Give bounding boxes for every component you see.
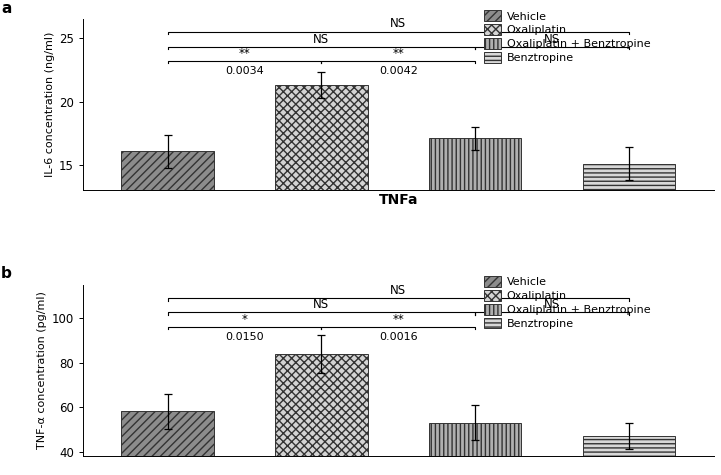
Text: **: ** <box>392 47 404 59</box>
Text: 0.0034: 0.0034 <box>225 66 264 76</box>
Text: 0.0150: 0.0150 <box>225 332 264 342</box>
Y-axis label: IL-6 concentration (ng/ml): IL-6 concentration (ng/ml) <box>45 32 55 177</box>
Legend: Vehicle, Oxaliplatin, Oxaliplatin + Benztropine, Benztropine: Vehicle, Oxaliplatin, Oxaliplatin + Benz… <box>484 276 650 329</box>
Text: NS: NS <box>544 33 560 46</box>
Legend: Vehicle, Oxaliplatin, Oxaliplatin + Benztropine, Benztropine: Vehicle, Oxaliplatin, Oxaliplatin + Benz… <box>484 10 650 63</box>
Text: NS: NS <box>314 33 329 46</box>
Text: *: * <box>242 313 247 325</box>
Text: NS: NS <box>314 298 329 311</box>
Text: a: a <box>1 0 12 16</box>
Text: NS: NS <box>544 298 560 311</box>
Bar <box>583 436 676 475</box>
Text: 0.0016: 0.0016 <box>379 332 417 342</box>
Bar <box>275 85 368 355</box>
Text: NS: NS <box>390 17 407 30</box>
Bar <box>583 164 676 355</box>
Text: NS: NS <box>390 284 407 296</box>
Bar <box>275 353 368 475</box>
Bar <box>429 138 521 355</box>
Text: b: b <box>1 266 12 281</box>
Bar <box>121 151 213 355</box>
Title: TNFa: TNFa <box>379 193 418 207</box>
Text: **: ** <box>239 47 250 59</box>
Bar <box>429 423 521 475</box>
Text: 0.0042: 0.0042 <box>379 66 417 76</box>
Text: **: ** <box>392 313 404 325</box>
Bar <box>121 411 213 475</box>
Y-axis label: TNF-α concentration (pg/ml): TNF-α concentration (pg/ml) <box>37 291 48 449</box>
